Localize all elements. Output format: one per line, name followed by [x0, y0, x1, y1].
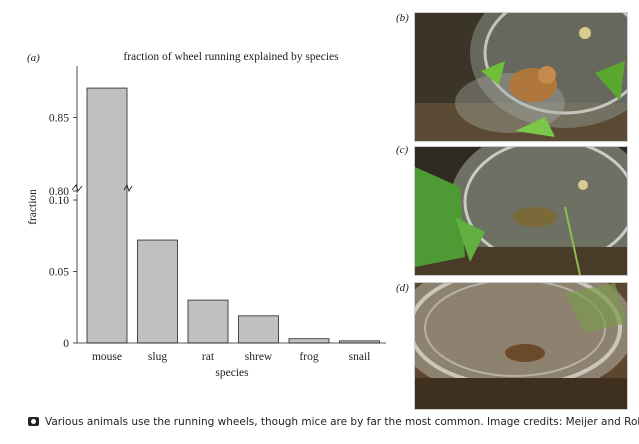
- x-tick-label-frog: frog: [299, 351, 318, 363]
- x-tick-label-mouse: mouse: [92, 351, 122, 363]
- bar-chart: (a) fraction of wheel running explained …: [27, 51, 386, 379]
- y-tick-label: 0.10: [49, 195, 69, 207]
- figure: (a) fraction of wheel running explained …: [27, 12, 628, 410]
- x-axis-label: species: [215, 367, 249, 379]
- mouse-in-wheel-photo: [414, 12, 628, 142]
- y-axis-label: fraction: [27, 189, 39, 225]
- x-tick-label-slug: slug: [148, 351, 167, 363]
- y-tick-label: 0.05: [49, 267, 69, 279]
- y-tick-label: 0: [63, 338, 69, 350]
- panel-label-d: (d): [396, 282, 409, 294]
- animal-in-wheel-photo: [414, 282, 628, 410]
- y-axis-break-mark: [71, 184, 83, 192]
- panel-label-b: (b): [396, 12, 409, 24]
- y-tick-label: 0.85: [49, 112, 69, 124]
- bar-break-mark: [123, 183, 133, 193]
- x-tick-label-shrew: shrew: [245, 351, 273, 363]
- x-tick-label-snail: snail: [349, 351, 371, 363]
- camera-icon: [28, 417, 39, 426]
- caption-text: Various animals use the running wheels, …: [45, 416, 639, 428]
- chart-title: fraction of wheel running explained by s…: [123, 51, 339, 63]
- bar-frog: [288, 338, 330, 344]
- bar-mouse: [86, 87, 128, 344]
- y-tick-label: 0.80: [49, 186, 69, 198]
- figure-caption: Various animals use the running wheels, …: [28, 416, 639, 428]
- bar-slug: [137, 239, 178, 344]
- x-tick-label-rat: rat: [202, 351, 215, 363]
- panel-label-c: (c): [396, 144, 409, 156]
- bar-shrew: [238, 315, 279, 344]
- bar-rat: [187, 299, 229, 344]
- frog-in-wheel-photo: [414, 146, 628, 276]
- panel-label-a: (a): [27, 52, 40, 64]
